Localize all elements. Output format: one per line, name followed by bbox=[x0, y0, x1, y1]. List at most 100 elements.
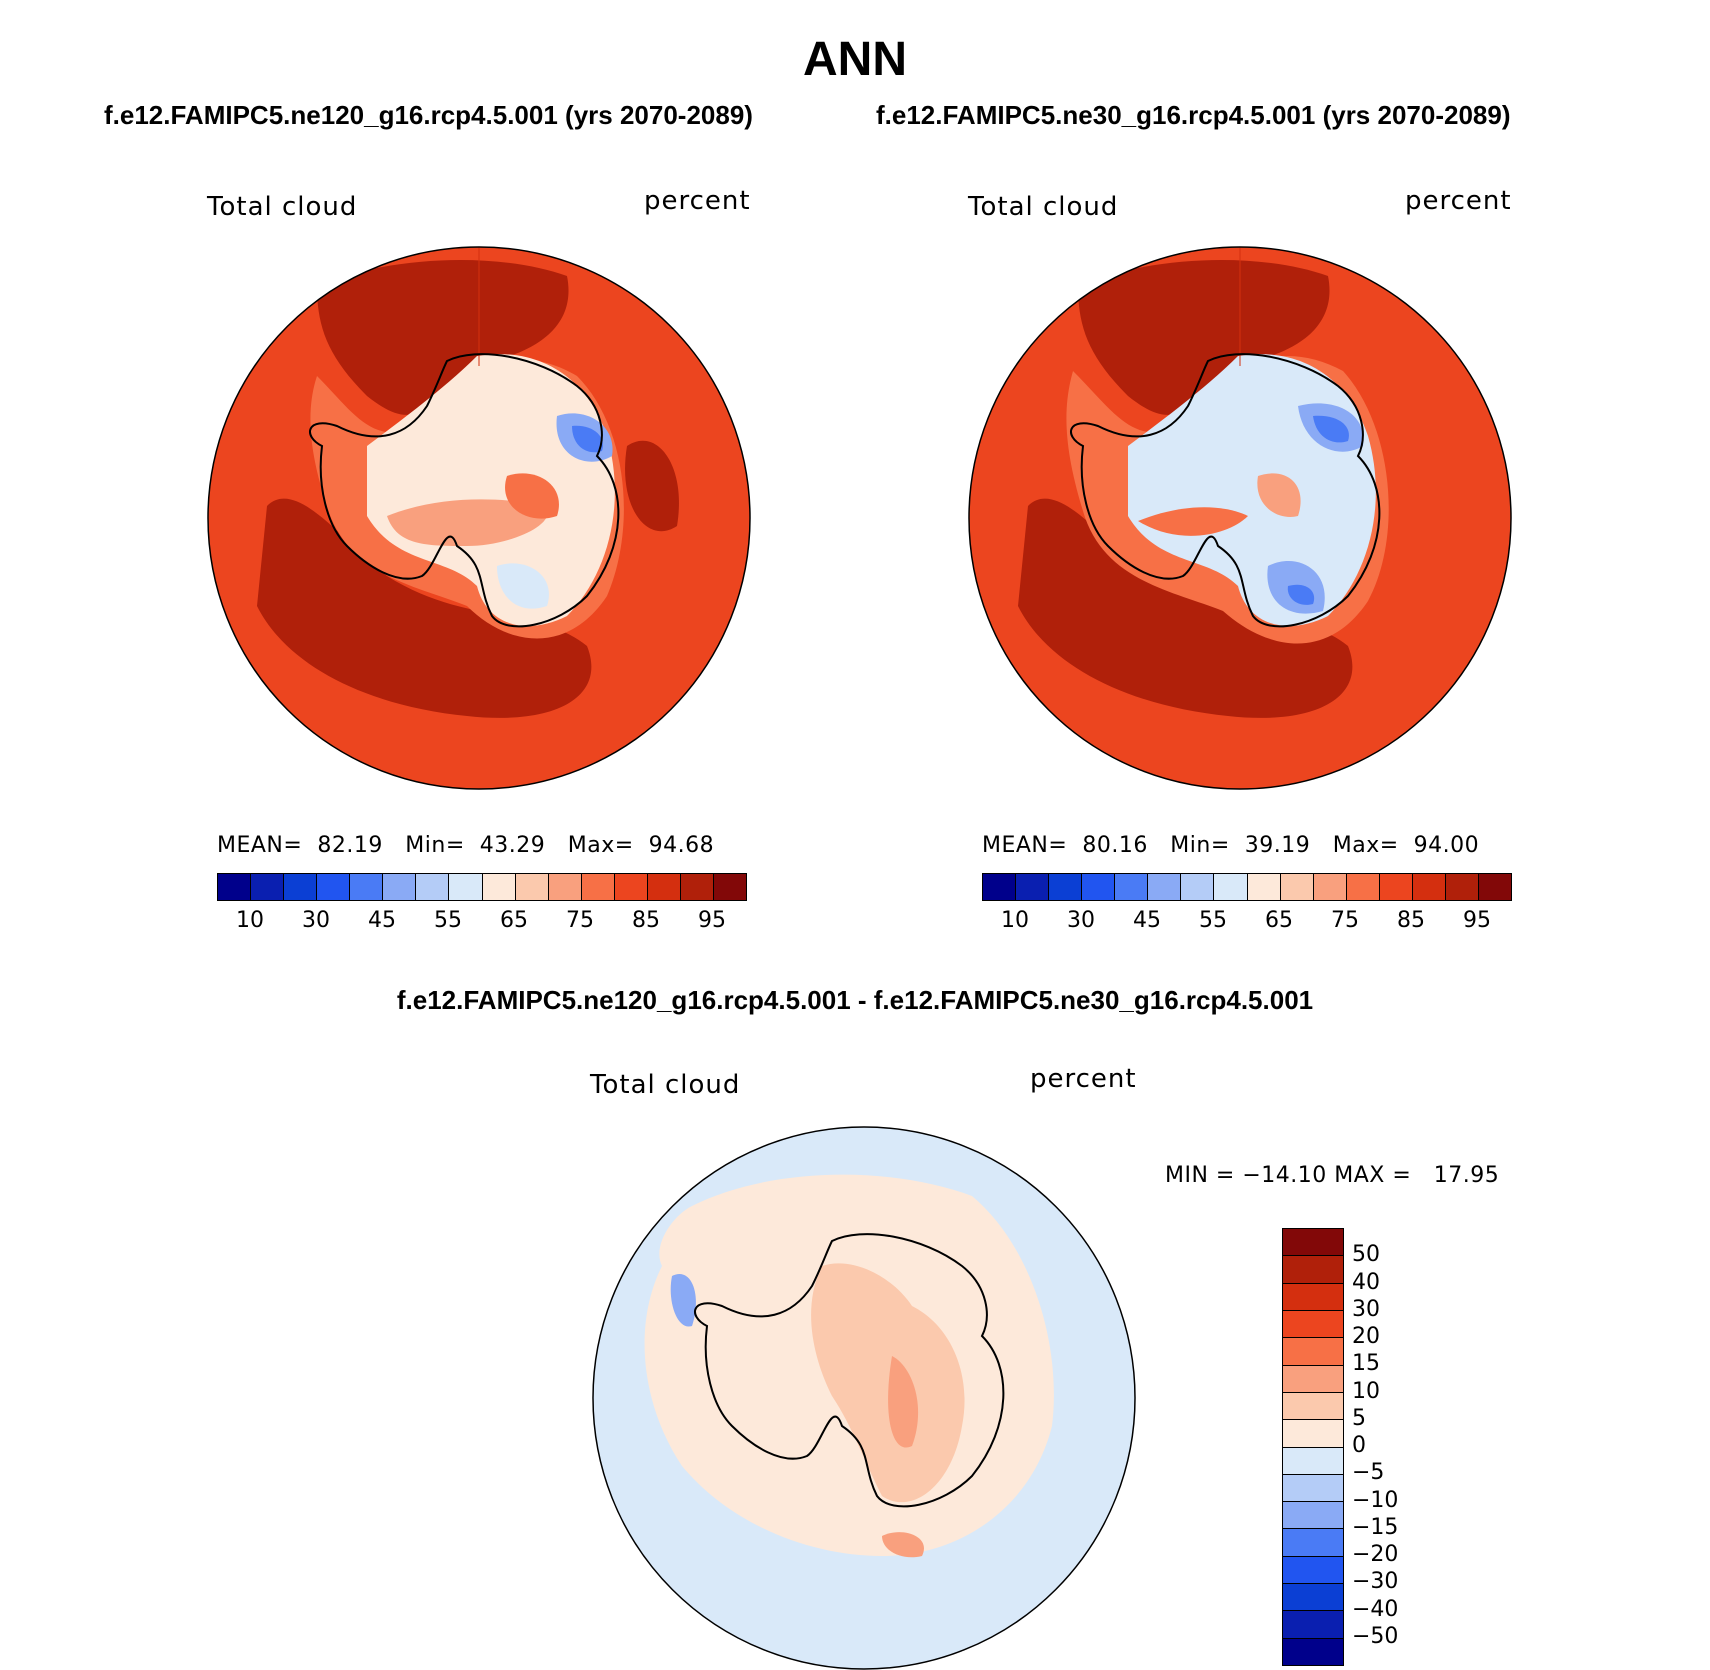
colorbar-swatch bbox=[1379, 874, 1413, 900]
cloud-region-low-blue bbox=[497, 563, 549, 609]
colorbar-tick-label: −30 bbox=[1352, 1569, 1399, 1595]
antarctica-coastline bbox=[1070, 353, 1381, 628]
colorbar-swatch bbox=[647, 874, 681, 900]
colorbar-swatch bbox=[1412, 874, 1446, 900]
cloud-region-low-mid bbox=[387, 499, 549, 546]
panel-2-subtitle: f.e12.FAMIPC5.ne30_g16.rcp4.5.001 (yrs 2… bbox=[876, 100, 1511, 130]
colorbar-swatch bbox=[1016, 874, 1050, 900]
panel-1-units-label: percent bbox=[644, 186, 751, 216]
panel-2-variable-label: Total cloud bbox=[968, 192, 1119, 222]
colorbar-swatch bbox=[1283, 1392, 1343, 1421]
cloud-region-low-mid bbox=[1138, 507, 1248, 536]
colorbar-tick-label: 65 bbox=[1265, 908, 1293, 933]
colorbar-swatch bbox=[1049, 874, 1083, 900]
diff-units-label: percent bbox=[1030, 1064, 1137, 1094]
antarctica-coastline bbox=[309, 353, 620, 628]
colorbar-tick-label: −40 bbox=[1352, 1596, 1399, 1622]
cloud-region-min bbox=[1313, 415, 1349, 443]
colorbar-tick-label: 85 bbox=[1397, 908, 1425, 933]
colorbar-tick-label: 10 bbox=[236, 908, 264, 933]
colorbar-swatch bbox=[1283, 1365, 1343, 1393]
colorbar-swatch bbox=[1346, 874, 1380, 900]
cloud-region-min bbox=[572, 425, 603, 453]
colorbar-swatch bbox=[350, 874, 384, 900]
colorbar-swatch bbox=[1283, 1229, 1343, 1257]
colorbar-swatch bbox=[548, 874, 582, 900]
colorbar-tick-label: 45 bbox=[1133, 908, 1161, 933]
colorbar-swatch bbox=[1115, 874, 1149, 900]
panel-1-colorbar bbox=[217, 873, 747, 901]
colorbar-swatch bbox=[1283, 1529, 1343, 1557]
colorbar-tick-label: 10 bbox=[1001, 908, 1029, 933]
colorbar-tick-label: −10 bbox=[1352, 1487, 1399, 1513]
panel-2-colorbar bbox=[982, 873, 1512, 901]
colorbar-swatch bbox=[1445, 874, 1479, 900]
panel-2-units-label: percent bbox=[1405, 186, 1512, 216]
colorbar-swatch bbox=[1283, 1584, 1343, 1612]
colorbar-tick-label: −5 bbox=[1352, 1460, 1385, 1486]
cloud-region-high bbox=[257, 498, 592, 718]
diff-region-positive bbox=[882, 1532, 924, 1558]
cloud-region-high bbox=[625, 440, 679, 532]
panel-2-polar-map bbox=[968, 246, 1512, 790]
panel-1-variable-label: Total cloud bbox=[207, 192, 358, 222]
cloud-region-low-mid bbox=[505, 473, 559, 519]
colorbar-swatch bbox=[515, 874, 549, 900]
diff-colorbar bbox=[1282, 1228, 1344, 1666]
colorbar-swatch bbox=[1283, 1310, 1343, 1339]
diff-region-positive bbox=[811, 1263, 965, 1503]
colorbar-swatch bbox=[449, 874, 483, 900]
colorbar-swatch bbox=[1283, 1283, 1343, 1311]
colorbar-swatch bbox=[416, 874, 450, 900]
colorbar-tick-label: 30 bbox=[302, 908, 330, 933]
colorbar-swatch bbox=[284, 874, 318, 900]
cloud-region-min bbox=[1287, 584, 1315, 605]
colorbar-swatch bbox=[983, 874, 1017, 900]
colorbar-swatch bbox=[614, 874, 648, 900]
colorbar-tick-label: 10 bbox=[1352, 1378, 1380, 1404]
colorbar-tick-label: −50 bbox=[1352, 1623, 1399, 1649]
colorbar-tick-label: 5 bbox=[1352, 1405, 1366, 1431]
colorbar-swatch bbox=[317, 874, 351, 900]
colorbar-swatch bbox=[383, 874, 417, 900]
colorbar-swatch bbox=[1283, 1256, 1343, 1284]
colorbar-swatch bbox=[1283, 1447, 1343, 1475]
colorbar-tick-label: 50 bbox=[1352, 1242, 1380, 1268]
panel-1-subtitle: f.e12.FAMIPC5.ne120_g16.rcp4.5.001 (yrs … bbox=[104, 100, 753, 130]
colorbar-tick-label: 40 bbox=[1352, 1269, 1380, 1295]
cloud-region-high bbox=[1018, 498, 1353, 718]
colorbar-tick-label: 15 bbox=[1352, 1351, 1380, 1377]
panel-1-polar-map bbox=[207, 246, 751, 790]
colorbar-swatch bbox=[1313, 874, 1347, 900]
colorbar-swatch bbox=[1283, 1611, 1343, 1639]
colorbar-tick-label: 55 bbox=[1199, 908, 1227, 933]
colorbar-tick-label: −20 bbox=[1352, 1542, 1399, 1567]
diff-region-negative bbox=[670, 1274, 696, 1327]
colorbar-swatch bbox=[251, 874, 285, 900]
colorbar-tick-label: 30 bbox=[1352, 1296, 1380, 1322]
colorbar-swatch bbox=[1283, 1474, 1343, 1503]
colorbar-tick-label: 30 bbox=[1067, 908, 1095, 933]
colorbar-swatch bbox=[1214, 874, 1248, 900]
colorbar-swatch bbox=[1283, 1556, 1343, 1585]
colorbar-swatch bbox=[1283, 1638, 1343, 1665]
colorbar-tick-label: 75 bbox=[566, 908, 594, 933]
cloud-region-low bbox=[367, 354, 615, 626]
diff-minmax: MIN = −14.10 MAX = 17.95 bbox=[1165, 1163, 1500, 1188]
colorbar-swatch bbox=[581, 874, 615, 900]
colorbar-tick-label: 75 bbox=[1331, 908, 1359, 933]
diff-variable-label: Total cloud bbox=[590, 1070, 741, 1100]
panel-2-stats: MEAN= 80.16 Min= 39.19 Max= 94.00 bbox=[982, 833, 1480, 858]
colorbar-swatch bbox=[218, 874, 252, 900]
colorbar-tick-label: 0 bbox=[1352, 1433, 1366, 1458]
colorbar-tick-label: 20 bbox=[1352, 1324, 1380, 1349]
colorbar-swatch bbox=[1283, 1338, 1343, 1366]
colorbar-tick-label: 65 bbox=[500, 908, 528, 933]
colorbar-swatch bbox=[1283, 1420, 1343, 1448]
colorbar-swatch bbox=[482, 874, 516, 900]
colorbar-swatch bbox=[713, 874, 746, 900]
colorbar-tick-label: 95 bbox=[698, 908, 726, 933]
panel-1-stats: MEAN= 82.19 Min= 43.29 Max= 94.68 bbox=[217, 833, 715, 858]
colorbar-swatch bbox=[1247, 874, 1281, 900]
colorbar-tick-label: 45 bbox=[368, 908, 396, 933]
